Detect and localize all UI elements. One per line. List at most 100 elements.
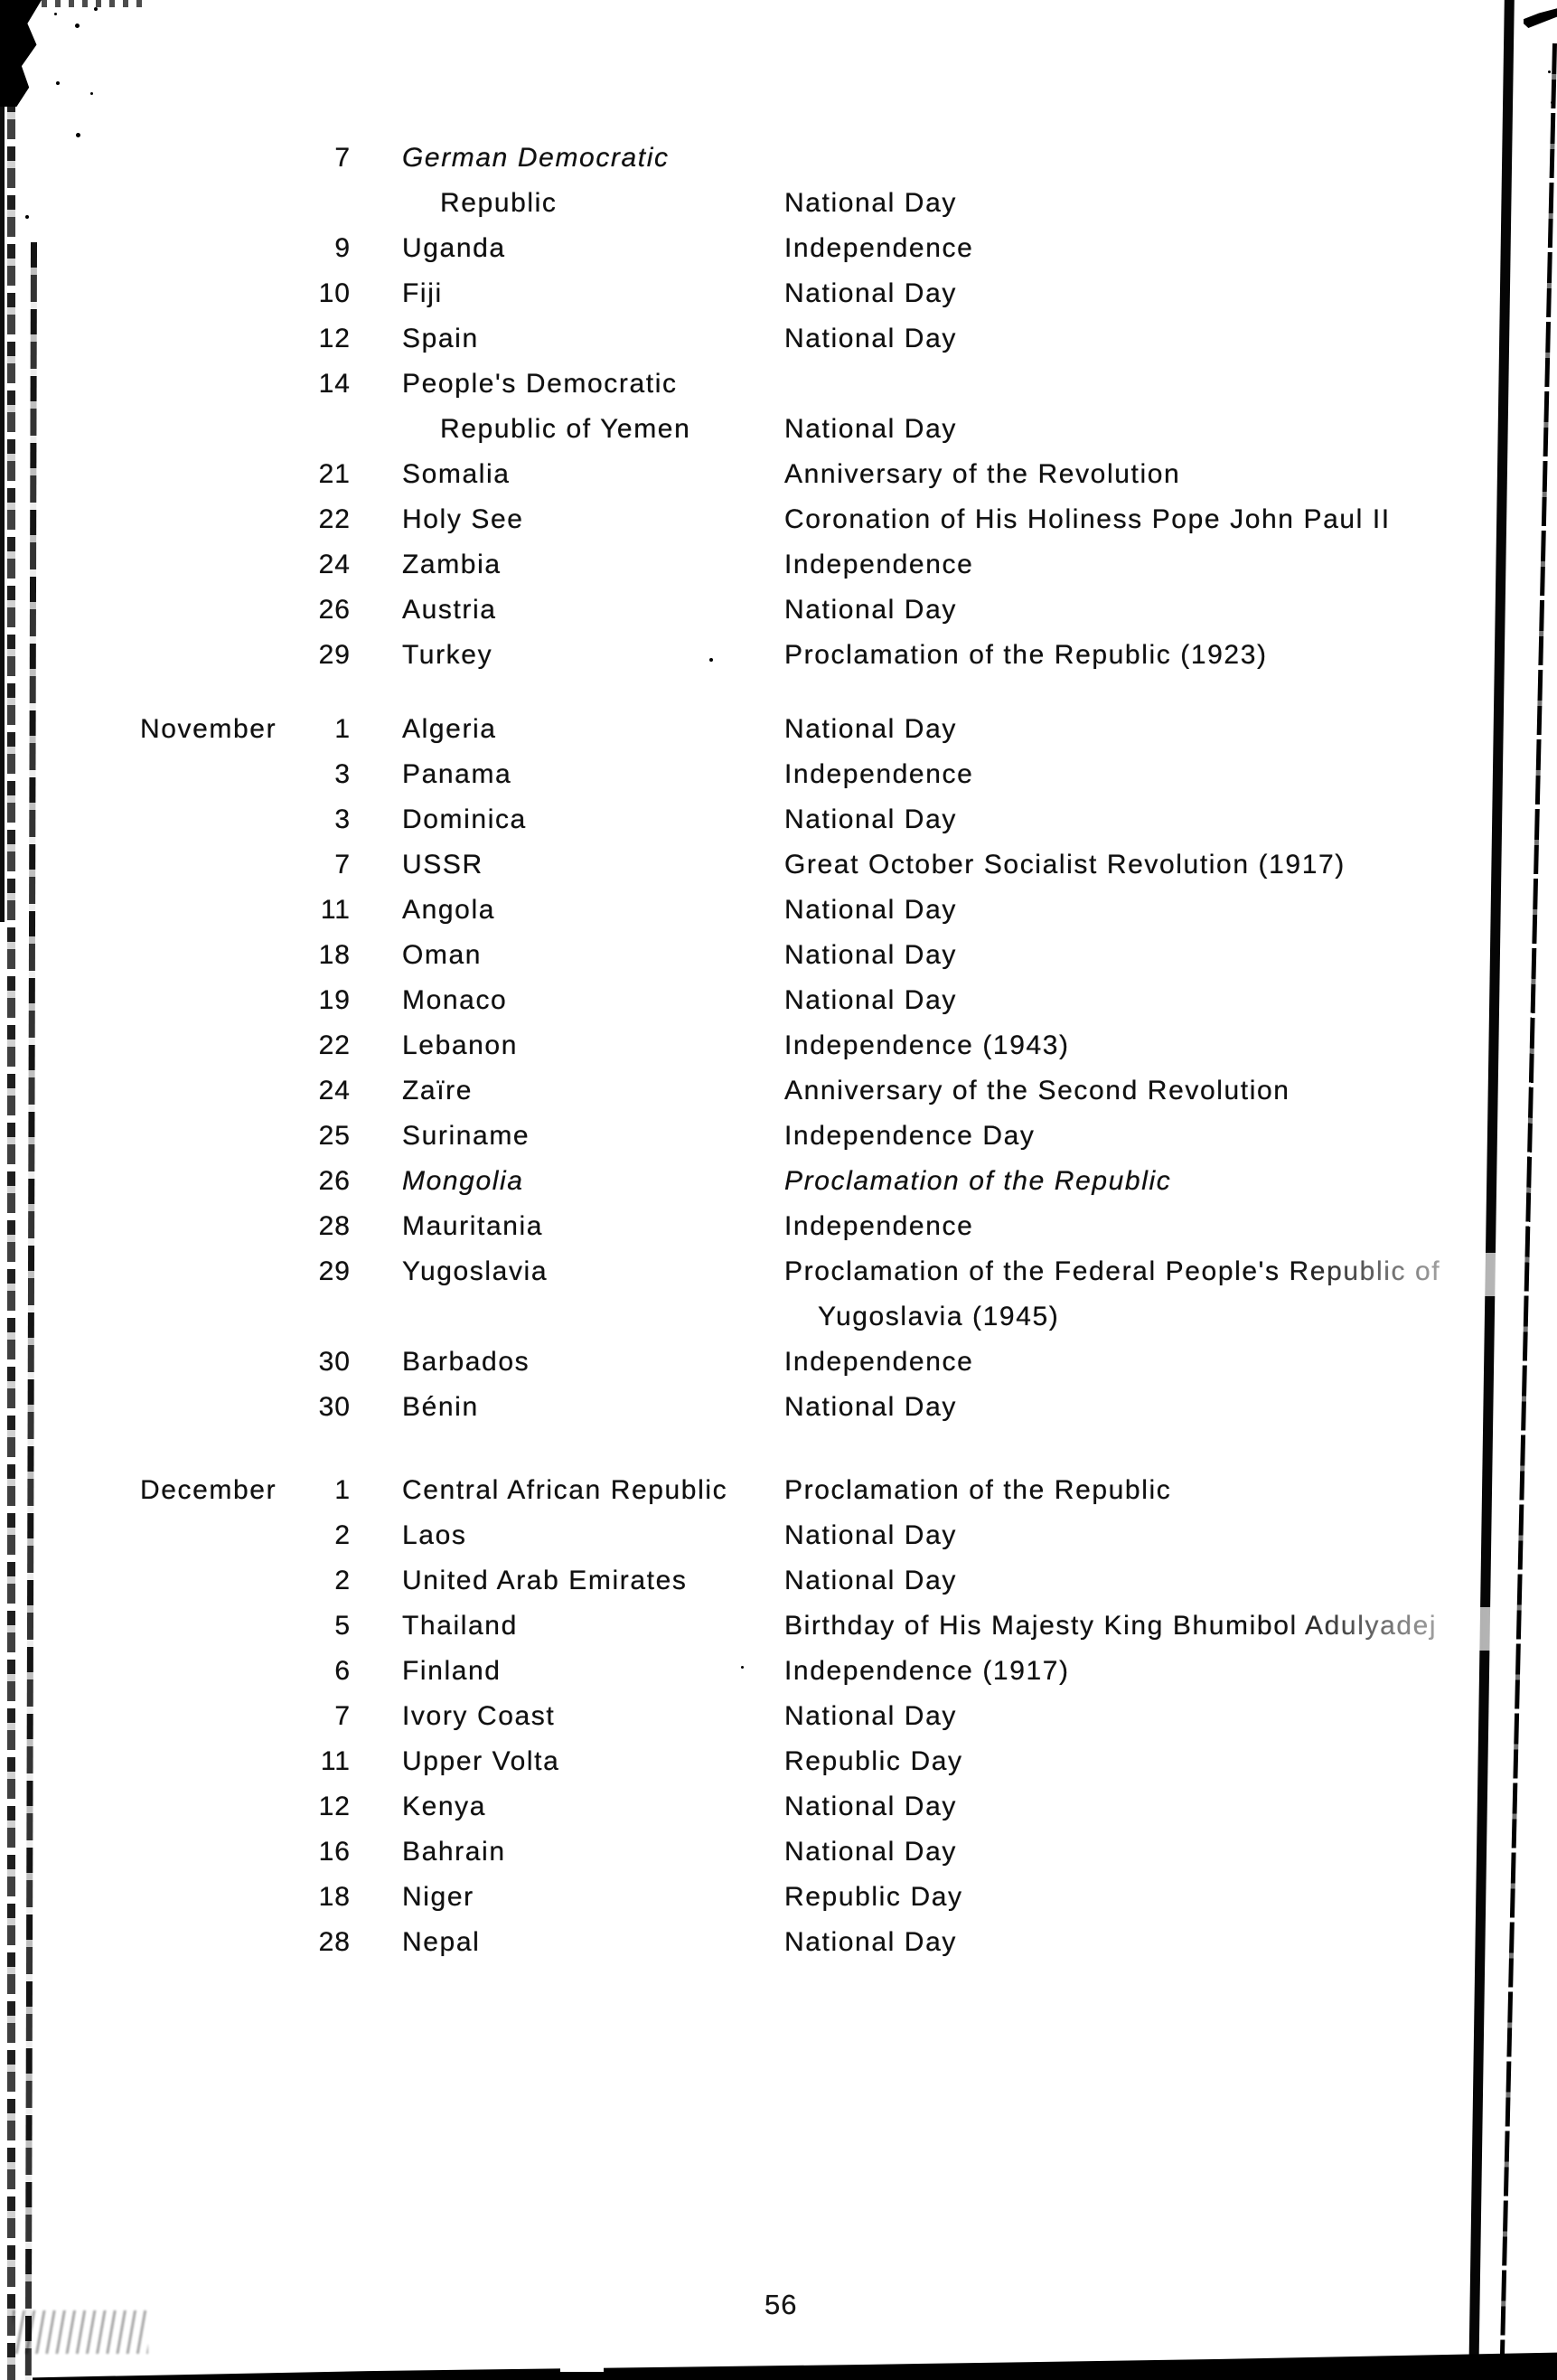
country-cell: Nepal xyxy=(402,1927,481,1957)
holiday-cell: Independence xyxy=(784,1347,974,1377)
table-row: 22 Lebanon Independence (1943) xyxy=(0,1027,1557,1067)
holiday-cell: Independence (1943) xyxy=(784,1030,1070,1060)
day-cell: 10 xyxy=(318,278,351,308)
day-cell: 28 xyxy=(318,1211,351,1241)
table-row: 24 Zambia Independence xyxy=(0,546,1557,586)
country-cell: Republic xyxy=(440,188,558,218)
country-cell: People's Democratic xyxy=(402,369,678,399)
holiday-cell: Independence xyxy=(784,759,974,789)
day-cell: 2 xyxy=(334,1520,351,1550)
table-row: 2 United Arab Emirates National Day xyxy=(0,1562,1557,1602)
country-cell: German Democratic xyxy=(402,143,670,173)
holiday-cell: Proclamation of the Republic (1923) xyxy=(784,640,1268,670)
holiday-cell: Proclamation of the Republic xyxy=(784,1166,1172,1196)
scan-speck xyxy=(741,1666,744,1669)
day-cell: 26 xyxy=(318,595,351,625)
table-row: 12 Kenya National Day xyxy=(0,1788,1557,1828)
country-cell: Republic of Yemen xyxy=(440,414,691,444)
table-row: 29 Turkey Proclamation of the Republic (19… xyxy=(0,636,1557,676)
table-row: 3 Dominica National Day xyxy=(0,801,1557,841)
table-row: 19 Monaco National Day xyxy=(0,982,1557,1021)
country-cell: Dominica xyxy=(402,804,527,834)
scan-grime-bottom-left xyxy=(13,2310,148,2354)
country-cell: Laos xyxy=(402,1520,467,1550)
table-row: 25 Suriname Independence Day xyxy=(0,1117,1557,1157)
day-cell: 3 xyxy=(334,759,351,789)
day-cell: 7 xyxy=(334,850,351,880)
holiday-cell: National Day xyxy=(784,985,957,1015)
table-row: November 1 Algeria National Day xyxy=(0,710,1557,750)
holiday-cell: National Day xyxy=(784,1701,957,1731)
day-cell: 26 xyxy=(318,1166,351,1196)
scan-fade-overlay xyxy=(1283,1607,1505,1651)
page-number: 56 xyxy=(764,2289,798,2320)
scan-smear-top-right xyxy=(1524,8,1557,28)
table-row: 2 Laos National Day xyxy=(0,1517,1557,1557)
scan-strip-left-solid xyxy=(0,0,5,922)
scan-speck xyxy=(94,7,98,11)
scan-speck xyxy=(1548,71,1551,73)
country-cell: Barbados xyxy=(402,1347,530,1377)
scan-speck xyxy=(25,215,29,219)
day-cell: 11 xyxy=(320,1746,351,1776)
country-cell: Panama xyxy=(402,759,512,789)
holiday-cell: Great October Socialist Revolution (1917… xyxy=(784,850,1346,880)
scan-speck xyxy=(1551,101,1553,104)
day-cell: 2 xyxy=(334,1566,351,1595)
holiday-cell: Republic Day xyxy=(784,1746,963,1776)
day-cell: 14 xyxy=(318,369,351,399)
table-row: 7 German Democratic xyxy=(0,139,1557,179)
holiday-cell: National Day xyxy=(784,324,957,353)
day-cell: 11 xyxy=(320,895,351,925)
holiday-cell: National Day xyxy=(784,940,957,970)
table-row: 28 Mauritania Independence xyxy=(0,1208,1557,1247)
day-cell: 24 xyxy=(318,1076,351,1105)
day-cell: 6 xyxy=(334,1656,351,1686)
country-cell: Thailand xyxy=(402,1611,518,1641)
country-cell: United Arab Emirates xyxy=(402,1566,688,1595)
country-cell: Spain xyxy=(402,324,479,353)
day-cell: 1 xyxy=(334,1475,351,1505)
day-cell: 18 xyxy=(318,940,351,970)
holiday-cell: Independence (1917) xyxy=(784,1656,1070,1686)
scan-strip-left-ragged xyxy=(7,0,15,2380)
country-cell: Niger xyxy=(402,1882,474,1912)
country-cell: Central African Republic xyxy=(402,1475,728,1505)
country-cell: Zambia xyxy=(402,550,502,579)
holiday-cell: National Day xyxy=(784,895,957,925)
holiday-cell: National Day xyxy=(784,278,957,308)
holiday-cell: Coronation of His Holiness Pope John Pau… xyxy=(784,504,1391,534)
holiday-cell: National Day xyxy=(784,1927,957,1957)
day-cell: 3 xyxy=(334,804,351,834)
table-row: 18 Oman National Day xyxy=(0,936,1557,976)
country-cell: Kenya xyxy=(402,1792,487,1821)
table-row: 9 Uganda Independence xyxy=(0,230,1557,269)
day-cell: 24 xyxy=(318,550,351,579)
day-cell: 12 xyxy=(318,1792,351,1821)
table-row: 14 People's Democratic xyxy=(0,365,1557,405)
holiday-cell: Independence xyxy=(784,550,974,579)
scan-ticks-top-edge xyxy=(42,0,150,7)
holiday-cell: Anniversary of the Revolution xyxy=(784,459,1181,489)
country-cell: Finland xyxy=(402,1656,502,1686)
day-cell: 22 xyxy=(318,1030,351,1060)
table-row: 3 Panama Independence xyxy=(0,756,1557,795)
table-row: 28 Nepal National Day xyxy=(0,1924,1557,1963)
day-cell: 25 xyxy=(318,1121,351,1151)
holiday-cell: Independence Day xyxy=(784,1121,1036,1151)
table-row: Republic National Day xyxy=(0,184,1557,224)
country-cell: Mauritania xyxy=(402,1211,544,1241)
country-cell: Mongolia xyxy=(402,1166,524,1196)
country-cell: Monaco xyxy=(402,985,508,1015)
day-cell: 29 xyxy=(318,640,351,670)
day-cell: 22 xyxy=(318,504,351,534)
country-cell: Zaïre xyxy=(402,1076,474,1105)
table-row: Yugoslavia (1945) xyxy=(0,1298,1557,1338)
table-row: 16 Bahrain National Day xyxy=(0,1833,1557,1873)
scan-speck xyxy=(709,658,713,662)
country-cell: Uganda xyxy=(402,233,506,263)
day-cell: 1 xyxy=(334,714,351,744)
scan-fade-overlay xyxy=(1292,1253,1505,1296)
scan-blob-top-left xyxy=(0,0,42,107)
